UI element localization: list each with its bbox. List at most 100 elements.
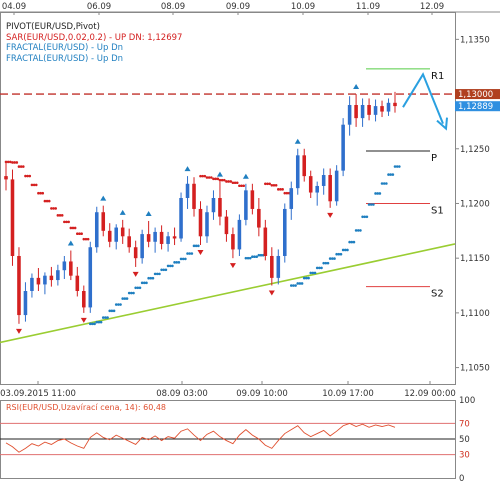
sar-dot: [106, 316, 109, 319]
sar-dot: [56, 214, 60, 217]
projection-arrow: [402, 72, 448, 131]
candle-body: [270, 255, 274, 278]
fractal-up: [242, 173, 249, 179]
sar-dot: [251, 255, 254, 258]
sar-dot: [54, 207, 58, 210]
sar-dot: [168, 264, 172, 268]
sar-dot: [229, 180, 233, 183]
price-tick-label: 1,1350: [460, 35, 490, 45]
sar-dot: [257, 253, 261, 257]
candle-body: [257, 208, 261, 228]
sar-dot: [391, 173, 395, 176]
sar-dot: [248, 256, 252, 260]
sar-dot: [369, 203, 373, 206]
bottom-tick-label: 03.09.2015 11:00: [0, 389, 76, 399]
sar-dot: [101, 316, 105, 319]
sar-dot: [322, 261, 325, 265]
rsi-line: [5, 422, 396, 453]
projection-path: [402, 72, 444, 124]
price-tick-label: 1,1050: [460, 364, 490, 374]
support-trend-line: [0, 243, 456, 344]
sar-dot: [162, 268, 166, 272]
sar-dot: [395, 165, 399, 168]
pivot-label-s1: S1: [431, 205, 444, 216]
sar-dot: [227, 180, 230, 183]
candle-body: [62, 261, 67, 271]
candle-body: [88, 247, 93, 308]
candle-body: [23, 291, 28, 316]
candle-body: [43, 275, 47, 285]
candle-body: [211, 198, 216, 213]
resistance-price-label: 1,13000: [458, 90, 493, 100]
sar-dot: [37, 191, 40, 195]
sar-dot: [216, 177, 220, 181]
projection-arrowhead: [436, 117, 448, 131]
price-axis: 1,13501,13001,12501,12001,11501,11001,10…: [455, 35, 490, 374]
sar-dot: [147, 276, 150, 280]
sar-dot: [313, 271, 317, 275]
sar-dot: [143, 281, 146, 285]
last-price-box: [455, 101, 500, 112]
candle-body: [334, 170, 339, 202]
sar-dot: [114, 303, 118, 306]
top-tick-label: 09.09: [226, 2, 250, 12]
candle-body: [308, 176, 313, 193]
sar-dot: [97, 320, 101, 324]
sar-dot: [134, 286, 137, 290]
sar-dot: [108, 309, 112, 313]
candle-body: [328, 175, 332, 202]
sar-dot: [34, 183, 38, 187]
price-tick-label: 1,1100: [460, 309, 490, 319]
sar-dot: [88, 322, 92, 326]
sar-dot: [283, 191, 287, 195]
sar-dot: [389, 173, 392, 176]
candle-body: [49, 275, 54, 281]
sar-dot: [356, 229, 360, 232]
candle-body: [347, 105, 352, 125]
legend-sar: SAR(EUR/USD,0.02,0.2) - UP DN: 1,12697: [6, 32, 183, 43]
sar-dot: [255, 255, 258, 258]
sar-dot: [231, 181, 235, 185]
price-tick-label: 1,1200: [460, 199, 490, 209]
candle-body: [244, 190, 248, 220]
candles: [4, 91, 397, 324]
sar-dot: [9, 160, 12, 164]
candle-body: [289, 188, 294, 209]
candle-body: [250, 190, 255, 209]
sar-dot: [95, 320, 99, 324]
sar-dot: [136, 286, 140, 290]
sar-dot: [270, 184, 274, 187]
sar-dot: [117, 303, 120, 306]
sar-dot: [253, 255, 256, 258]
sar-dot: [335, 252, 338, 256]
sar-dot: [181, 257, 185, 261]
sar-dot: [155, 272, 159, 276]
sar-dot: [80, 232, 83, 236]
sar-dot: [121, 297, 124, 300]
sar-dot: [192, 244, 196, 248]
fractal-up: [67, 240, 74, 246]
candle-body: [10, 179, 15, 256]
sar-dot: [264, 182, 267, 186]
sar-dot: [41, 191, 45, 195]
candle-body: [4, 176, 8, 180]
fractal-down: [327, 212, 334, 218]
candle-body: [231, 234, 235, 250]
candle-body: [302, 155, 307, 177]
sar-dot: [149, 276, 153, 280]
fractal-down: [268, 290, 275, 296]
sar-dot: [78, 232, 81, 236]
pivot-label-r1: R1: [431, 71, 444, 82]
candle-body: [373, 106, 378, 115]
sar-dot: [359, 229, 362, 232]
legend-pivot: PIVOT(EUR/USD,Pivot): [6, 22, 100, 32]
sar-dot: [160, 268, 163, 272]
candle-body: [140, 234, 144, 259]
candle-body: [198, 208, 203, 237]
rsi-panel: 100 70 50 30 0: [0, 396, 475, 484]
fractal-up: [184, 166, 191, 172]
sar-dot: [225, 180, 228, 183]
bottom-tick-label: 08.09 03:00: [156, 389, 208, 399]
candle-body: [166, 236, 170, 244]
